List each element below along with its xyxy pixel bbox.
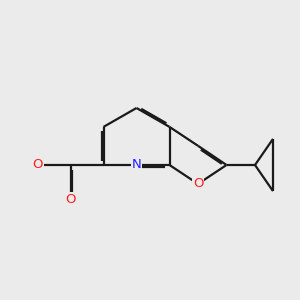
Text: N: N [132,158,141,172]
Text: O: O [65,193,76,206]
Text: O: O [32,158,43,172]
Text: O: O [193,177,203,190]
